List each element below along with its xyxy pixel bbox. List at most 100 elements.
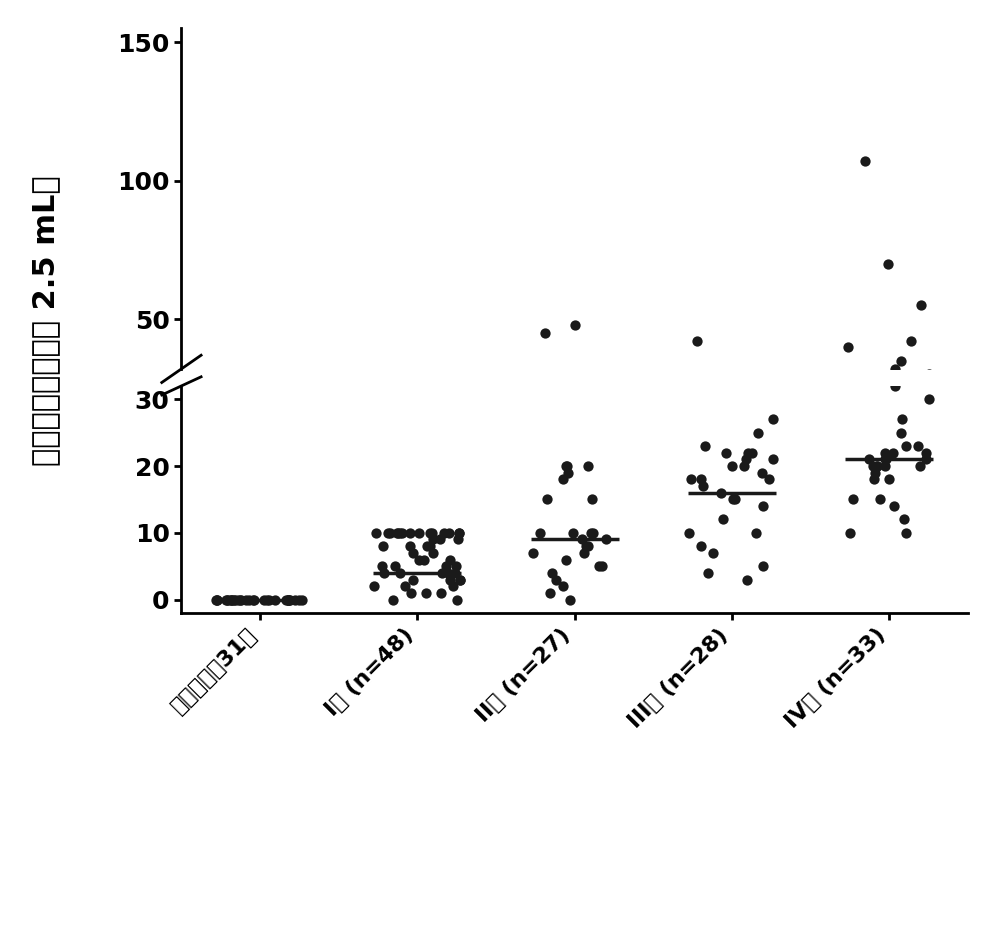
Point <box>845 408 861 423</box>
Point <box>385 592 401 607</box>
Point <box>886 411 902 426</box>
Point <box>910 387 926 402</box>
Point <box>424 525 440 540</box>
Point <box>446 579 462 594</box>
Point <box>845 492 861 507</box>
Point <box>394 525 410 540</box>
Point <box>290 450 306 465</box>
Point <box>218 592 234 607</box>
Point <box>446 444 462 459</box>
Point <box>538 408 554 423</box>
Point <box>912 458 928 473</box>
Point <box>380 525 396 540</box>
Point <box>741 389 757 405</box>
Point <box>228 450 244 465</box>
Point <box>577 545 593 560</box>
Point <box>424 422 440 438</box>
Point <box>584 408 600 423</box>
Point <box>880 256 896 272</box>
Point <box>537 325 553 340</box>
Point <box>718 389 734 405</box>
Point <box>555 444 572 459</box>
Point <box>869 458 885 473</box>
Point <box>443 552 459 567</box>
Point <box>227 592 243 607</box>
Point <box>765 375 781 390</box>
Point <box>525 431 541 446</box>
Point <box>577 431 593 446</box>
Point <box>748 525 764 540</box>
Point <box>713 486 729 501</box>
Point <box>565 525 582 540</box>
Point <box>557 394 574 409</box>
Point <box>397 444 413 459</box>
Point <box>727 492 743 507</box>
Point <box>422 422 438 438</box>
Point <box>558 458 575 473</box>
Point <box>912 224 928 240</box>
Point <box>259 450 275 465</box>
Point <box>294 592 310 607</box>
Point <box>594 436 610 451</box>
Point <box>903 311 919 326</box>
Point <box>405 545 421 560</box>
Point <box>256 592 272 607</box>
Point <box>416 552 432 567</box>
Point <box>869 458 885 473</box>
Point <box>912 394 928 409</box>
Point <box>881 472 897 487</box>
Point <box>245 450 261 465</box>
Point <box>227 450 243 465</box>
Point <box>917 452 933 467</box>
Point <box>436 422 453 438</box>
Point <box>210 592 226 607</box>
Point <box>568 317 584 332</box>
Point <box>451 525 467 540</box>
Point <box>694 472 710 487</box>
Point <box>543 438 559 454</box>
Point <box>893 381 909 396</box>
Point <box>405 572 421 587</box>
Point <box>418 538 434 554</box>
Point <box>912 298 928 313</box>
Point <box>841 325 857 340</box>
Point <box>224 592 240 607</box>
Point <box>421 428 437 443</box>
Point <box>739 572 755 587</box>
Point <box>436 525 453 540</box>
Point <box>394 422 410 438</box>
Point <box>439 566 456 581</box>
Point <box>738 391 754 406</box>
Point <box>697 387 713 402</box>
Point <box>585 422 601 438</box>
Point <box>402 525 418 540</box>
Point <box>921 367 937 382</box>
Point <box>592 558 608 573</box>
Point <box>233 592 249 607</box>
Point <box>374 558 390 573</box>
Point <box>286 450 302 465</box>
Point <box>209 592 225 607</box>
Point <box>261 592 277 607</box>
Point <box>210 450 226 465</box>
Point <box>682 472 699 487</box>
Point <box>432 586 449 601</box>
Point <box>442 441 458 456</box>
Point <box>716 417 732 432</box>
Point <box>887 378 903 393</box>
Point <box>583 525 599 540</box>
Point <box>449 436 465 451</box>
Point <box>894 412 910 427</box>
Point <box>558 394 575 409</box>
Point <box>246 592 262 607</box>
Point <box>449 558 465 573</box>
Point <box>451 425 467 440</box>
Point <box>557 434 574 449</box>
Point <box>238 450 254 465</box>
Point <box>246 450 262 465</box>
Point <box>437 436 454 451</box>
Point <box>422 525 438 540</box>
Point <box>267 450 283 465</box>
Point <box>447 438 463 454</box>
Point <box>724 394 740 409</box>
